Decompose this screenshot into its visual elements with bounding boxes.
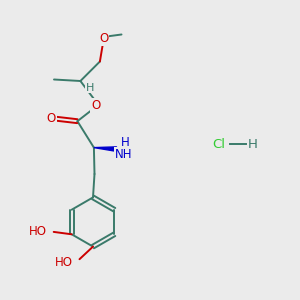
Text: O: O: [47, 112, 56, 125]
Text: O: O: [99, 32, 108, 45]
Text: H: H: [86, 82, 94, 93]
Polygon shape: [94, 147, 116, 151]
Text: Cl: Cl: [212, 137, 226, 151]
Text: H: H: [120, 136, 129, 149]
Text: NH: NH: [115, 148, 133, 161]
Text: H: H: [248, 137, 257, 151]
Text: O: O: [92, 99, 100, 112]
Text: HO: HO: [55, 256, 73, 269]
Text: HO: HO: [28, 225, 46, 238]
